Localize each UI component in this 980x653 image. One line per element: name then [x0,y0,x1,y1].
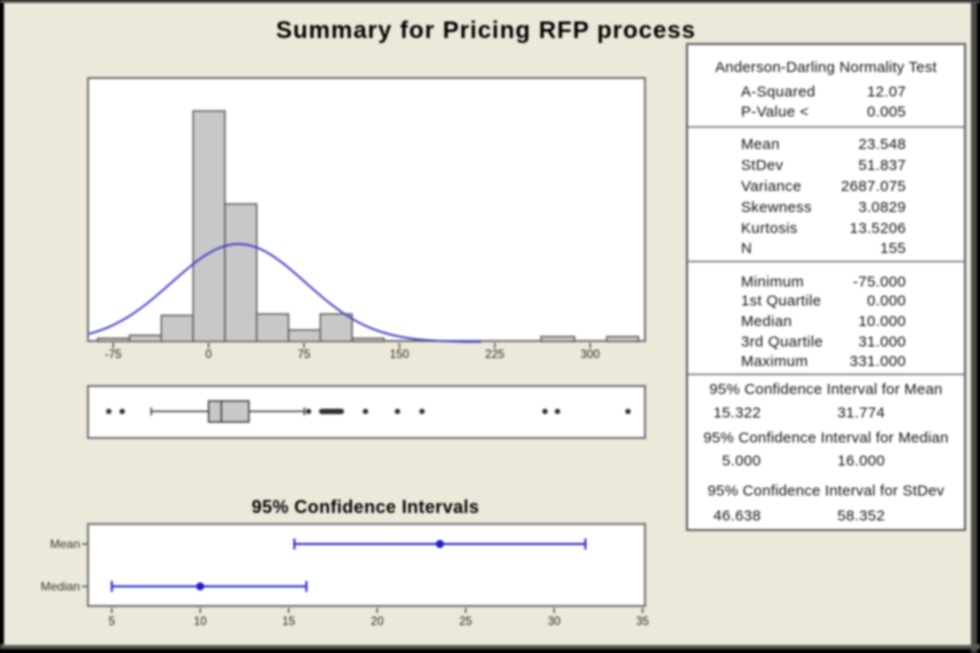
svg-text:Skewness: Skewness [741,199,812,216]
svg-text:StDev: StDev [741,157,784,174]
svg-text:Median: Median [41,579,80,593]
svg-text:-75: -75 [105,349,122,361]
svg-text:31.774: 31.774 [837,405,885,422]
svg-text:20: 20 [371,616,384,628]
svg-text:30: 30 [548,616,561,628]
svg-text:95% Confidence Interval for St: 95% Confidence Interval for StDev [708,483,945,500]
svg-text:5: 5 [109,616,115,628]
svg-text:150: 150 [390,349,409,361]
svg-text:58.352: 58.352 [837,508,885,525]
svg-text:95% Confidence Intervals: 95% Confidence Intervals [252,497,480,517]
svg-text:0.000: 0.000 [867,293,906,310]
svg-text:13.5206: 13.5206 [850,220,906,237]
svg-text:0.005: 0.005 [867,104,906,121]
svg-text:10.000: 10.000 [858,313,906,330]
svg-text:1st Quartile: 1st Quartile [741,293,821,310]
svg-text:31.000: 31.000 [858,334,906,351]
svg-text:95% Confidence Interval for Me: 95% Confidence Interval for Median [703,430,948,447]
svg-text:Variance: Variance [741,178,802,195]
svg-text:Kurtosis: Kurtosis [741,220,798,237]
svg-text:3.0829: 3.0829 [858,199,906,216]
svg-text:Mean: Mean [50,537,80,551]
svg-text:12.07: 12.07 [867,84,906,101]
svg-text:25: 25 [459,616,472,628]
svg-text:Minimum: Minimum [741,274,804,291]
svg-text:51.837: 51.837 [858,157,906,174]
svg-text:-75.000: -75.000 [853,274,906,291]
svg-text:300: 300 [581,349,600,361]
svg-text:23.548: 23.548 [858,136,906,153]
svg-text:Mean: Mean [741,136,780,153]
svg-text:46.638: 46.638 [713,508,761,525]
svg-text:Median: Median [741,313,792,330]
svg-text:3rd Quartile: 3rd Quartile [741,334,823,351]
svg-text:75: 75 [298,349,311,361]
svg-text:P-Value <: P-Value < [741,104,809,121]
svg-text:N: N [741,240,752,257]
svg-text:2687.075: 2687.075 [841,178,906,195]
svg-text:35: 35 [636,616,649,628]
svg-text:331.000: 331.000 [850,353,906,370]
svg-text:225: 225 [485,349,504,361]
svg-text:Summary for Pricing RFP proces: Summary for Pricing RFP process [276,17,696,44]
svg-text:15: 15 [282,616,295,628]
svg-text:Anderson-Darling Normality Tes: Anderson-Darling Normality Test [715,59,937,76]
svg-text:95% Confidence Interval for Me: 95% Confidence Interval for Mean [709,381,942,398]
svg-text:5.000: 5.000 [722,453,761,470]
svg-text:16.000: 16.000 [837,453,885,470]
svg-text:0: 0 [205,349,211,361]
svg-text:10: 10 [194,616,207,628]
svg-text:A-Squared: A-Squared [741,84,815,101]
svg-text:15.322: 15.322 [713,405,761,422]
svg-text:155: 155 [880,240,906,257]
svg-text:Maximum: Maximum [741,353,808,370]
